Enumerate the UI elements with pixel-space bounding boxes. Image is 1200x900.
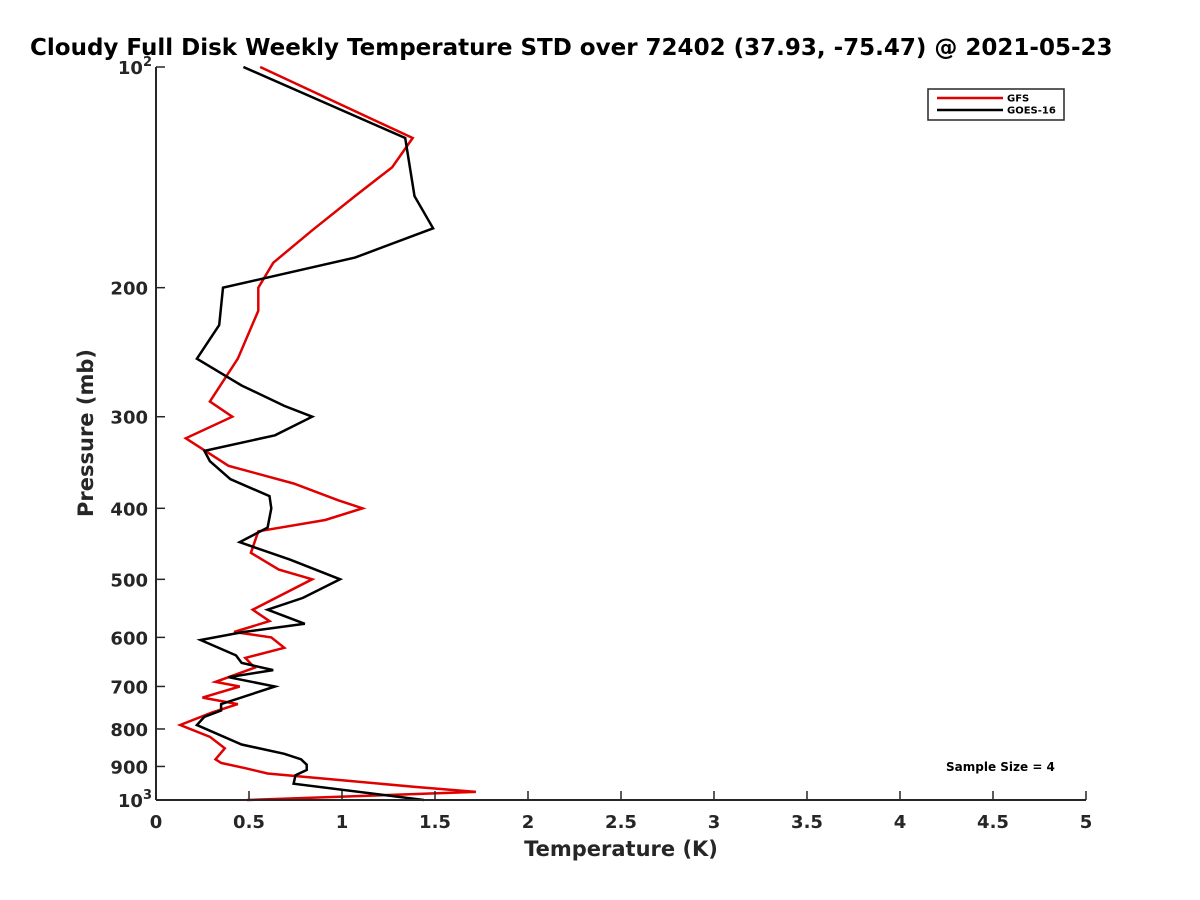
y-tick-label: 800 [110, 720, 148, 741]
series-layer [176, 65, 477, 802]
y-axis-label: Pressure (mb) [74, 349, 98, 517]
x-tick-label: 2 [522, 812, 535, 833]
x-axis-label: Temperature (K) [524, 837, 718, 861]
x-tick-label: 4.5 [977, 812, 1009, 833]
x-tick-label: 0 [150, 812, 163, 833]
y-tick-label: 102 [118, 55, 152, 79]
chart-title: Cloudy Full Disk Weekly Temperature STD … [30, 35, 1113, 61]
x-tick-label: 2.5 [605, 812, 637, 833]
y-tick-label: 500 [110, 570, 148, 591]
y-tick-label: 103 [118, 788, 152, 812]
x-tick-label: 3.5 [791, 812, 823, 833]
x-tick-label: 1 [336, 812, 349, 833]
y-tick-label: 200 [110, 279, 148, 300]
x-tick-label: 3 [708, 812, 721, 833]
x-tick-label: 4 [894, 812, 907, 833]
y-tick-label: 900 [110, 757, 148, 778]
y-ticks: 102 200 300 400 500 600 700 800 900 103 [110, 55, 165, 812]
legend-label-goes-16: GOES-16 [1007, 106, 1056, 117]
y-tick-label: 400 [110, 499, 148, 520]
y-tick-label: 300 [110, 408, 148, 429]
y-tick-label: 600 [110, 628, 148, 649]
x-tick-label: 0.5 [233, 812, 265, 833]
series-line-gfs [176, 65, 477, 802]
legend-label-gfs: GFS [1007, 94, 1029, 105]
y-tick-label: 700 [110, 677, 148, 698]
legend: GFS GOES-16 [927, 88, 1065, 121]
sample-size-annotation: Sample Size = 4 [946, 760, 1055, 774]
x-ticks: 0 0.5 1 1.5 2 2.5 3 3.5 4 4.5 5 [150, 791, 1093, 833]
x-tick-label: 5 [1080, 812, 1093, 833]
series-line-goes-16 [194, 65, 435, 802]
x-tick-label: 1.5 [419, 812, 451, 833]
legend-box [927, 88, 1065, 121]
plot-area [156, 67, 1086, 800]
